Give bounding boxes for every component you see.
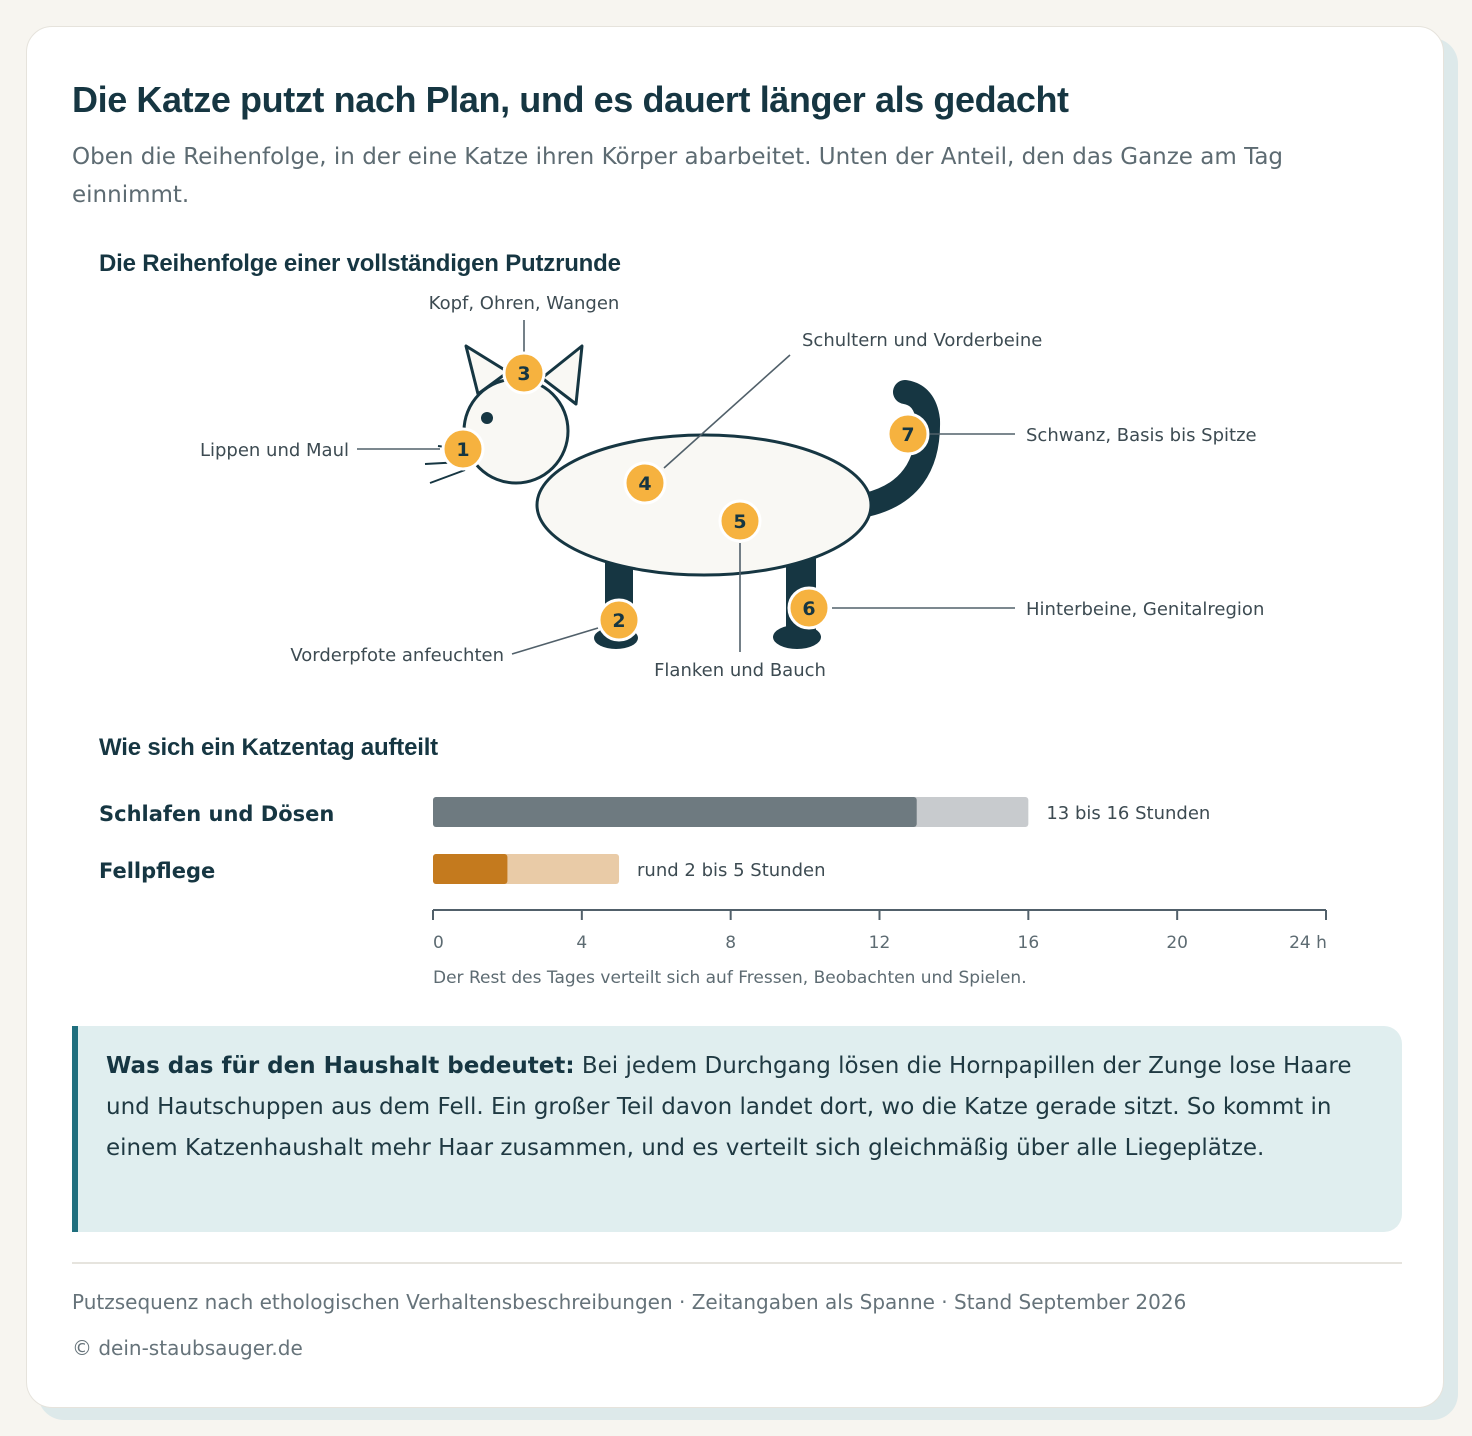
cat-hind-paw [773,625,821,649]
step-number-2: 2 [612,610,625,632]
callout-text: Bei jedem Durchgang lösen die Hornpapill… [106,1053,1352,1161]
cat-illustration [424,344,941,649]
cat-head [462,377,570,485]
x-tick-label: 4 [576,933,587,953]
x-tick-label: 16 [1018,933,1040,953]
day-heading: Wie sich ein Katzentag aufteilt [99,734,438,761]
step-label-6: Hinterbeine, Genitalregion [1026,599,1264,620]
step-number-6: 6 [802,598,815,620]
step-marker-1: 1 [441,427,485,471]
leader-lines [357,320,1015,655]
bar-value-label: rund 2 bis 5 Stunden [637,860,825,881]
x-tick-label: 12 [869,933,891,953]
step-number-5: 5 [733,511,746,533]
x-tick-label: 24 h [1289,933,1327,953]
x-tick-label: 20 [1166,933,1188,953]
page-subtitle: Oben die Reihenfolge, in der eine Katze … [72,144,1284,208]
step-label-5: Flanken und Bauch [654,660,826,681]
day-note: Der Rest des Tages verteilt sich auf Fre… [433,968,1027,988]
step-markers: 1 2 3 4 5 6 7 [441,351,930,642]
cat-eye [481,412,493,424]
sequence-heading: Die Reihenfolge einer vollständigen Putz… [99,250,621,277]
page-title: Die Katze putzt nach Plan, und es dauert… [72,79,1069,120]
grooming-diagram: 1 2 3 4 5 6 7 Lippen und Maul Vorderpfo [99,293,1327,988]
callout-lead: Was das für den Haushalt bedeutet: [106,1053,575,1079]
step-number-3: 3 [517,363,530,385]
x-tick-label: 0 [433,933,444,953]
step-label-1: Lippen und Maul [200,440,349,461]
step-marker-5: 5 [718,499,762,543]
step-label-7: Schwanz, Basis bis Spitze [1026,425,1257,446]
step-marker-4: 4 [623,461,667,505]
step-marker-2: 2 [597,598,641,642]
step-marker-7: 7 [886,412,930,456]
footer-source: Putzsequenz nach ethologischen Verhalten… [72,1290,1187,1314]
step-label-2: Vorderpfote anfeuchten [290,645,504,666]
household-callout: Was das für den Haushalt bedeutet: Bei j… [72,1026,1402,1232]
step-marker-3: 3 [502,351,546,395]
bar-range-min [433,797,917,827]
step-number-7: 7 [901,424,914,446]
step-number-1: 1 [456,439,469,461]
leader-line-2 [511,627,599,655]
step-labels: Lippen und Maul Vorderpfote anfeuchten K… [200,293,1264,681]
cat-ear-right [540,344,584,406]
step-marker-6: 6 [787,586,831,630]
cat-whisker [429,469,466,484]
cat-body [535,433,873,577]
footer-divider [72,1262,1402,1264]
step-number-4: 4 [638,473,651,495]
category-label: Schlafen und Dösen [99,802,334,826]
day-chart: Schlafen und Dösen Fellpflege 13 bis 16 … [99,797,1327,953]
bar-value-label: 13 bis 16 Stunden [1046,803,1210,824]
step-label-3: Kopf, Ohren, Wangen [429,293,620,314]
footer-copyright: © dein-staubsauger.de [72,1336,303,1360]
category-label: Fellpflege [99,859,215,883]
bar-range-min [433,854,508,884]
x-tick-label: 8 [725,933,736,953]
leader-line-4 [663,354,791,469]
step-label-4: Schultern und Vorderbeine [802,330,1042,351]
